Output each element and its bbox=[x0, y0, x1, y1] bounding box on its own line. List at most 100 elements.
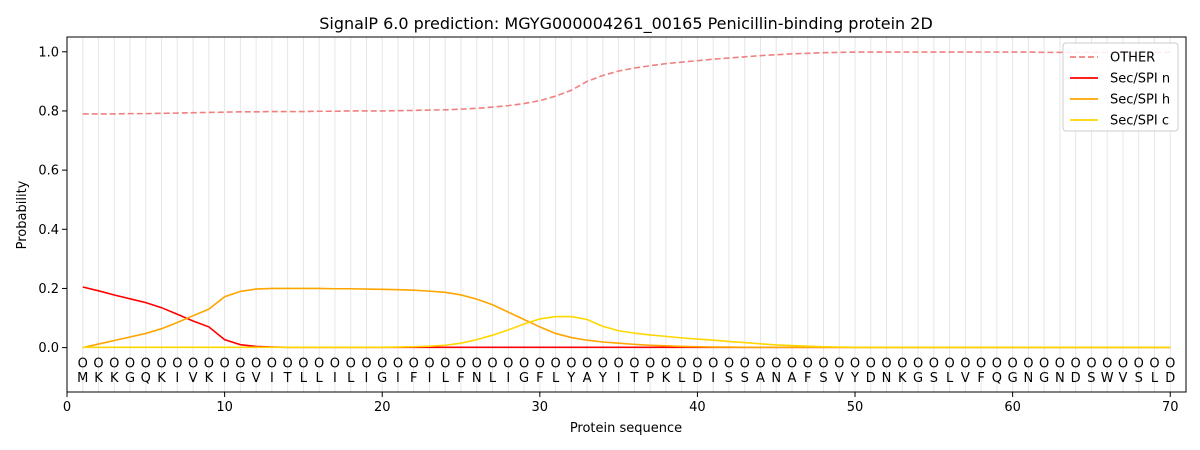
position-marker: O bbox=[881, 356, 891, 371]
position-marker: O bbox=[377, 356, 387, 371]
residue-label: Y bbox=[598, 371, 607, 386]
residue-label: L bbox=[678, 371, 686, 386]
position-marker: O bbox=[661, 356, 671, 371]
position-marker: O bbox=[944, 356, 954, 371]
position-marker: O bbox=[960, 356, 970, 371]
residue-label: L bbox=[1151, 371, 1159, 386]
position-marker: O bbox=[550, 356, 560, 371]
legend-label: OTHER bbox=[1110, 51, 1155, 66]
position-marker: O bbox=[1118, 356, 1128, 371]
residue-label: A bbox=[788, 371, 797, 386]
residue-label: S bbox=[930, 371, 938, 386]
position-marker: O bbox=[629, 356, 639, 371]
residue-label: I bbox=[506, 371, 510, 386]
x-tick-label: 70 bbox=[1162, 400, 1179, 415]
residue-label: N bbox=[1055, 371, 1065, 386]
position-marker: O bbox=[204, 356, 214, 371]
position-marker: O bbox=[976, 356, 986, 371]
position-marker: O bbox=[1165, 356, 1175, 371]
position-marker: O bbox=[803, 356, 813, 371]
position-marker: O bbox=[598, 356, 608, 371]
residue-label: S bbox=[1135, 371, 1143, 386]
position-marker: O bbox=[456, 356, 466, 371]
position-marker: O bbox=[1008, 356, 1018, 371]
position-marker: O bbox=[141, 356, 151, 371]
position-marker: O bbox=[219, 356, 229, 371]
position-marker: O bbox=[251, 356, 261, 371]
residue-label: K bbox=[205, 371, 214, 386]
legend-label: Sec/SPI n bbox=[1110, 72, 1170, 87]
residue-label: M bbox=[77, 371, 88, 386]
residue-label: P bbox=[646, 371, 654, 386]
residue-label: L bbox=[946, 371, 954, 386]
residue-label: G bbox=[377, 371, 387, 386]
position-marker: O bbox=[771, 356, 781, 371]
x-tick-label: 50 bbox=[847, 400, 864, 415]
residue-label: K bbox=[898, 371, 907, 386]
residue-label: T bbox=[629, 371, 638, 386]
position-marker: O bbox=[1102, 356, 1112, 371]
residue-label: K bbox=[662, 371, 671, 386]
position-marker: O bbox=[645, 356, 655, 371]
legend-box bbox=[1062, 42, 1179, 132]
position-marker: O bbox=[440, 356, 450, 371]
position-marker: O bbox=[93, 356, 103, 371]
series-line-sec-spi-c bbox=[82, 315, 1171, 349]
position-marker: O bbox=[487, 356, 497, 371]
plot-frame bbox=[66, 36, 1187, 393]
residue-label: L bbox=[552, 371, 560, 386]
residue-label: S bbox=[819, 371, 827, 386]
residue-label: N bbox=[882, 371, 892, 386]
x-tick-label: 10 bbox=[216, 400, 233, 415]
residue-label: D bbox=[866, 371, 876, 386]
legend-label: Sec/SPI c bbox=[1110, 114, 1169, 129]
residue-label: G bbox=[913, 371, 923, 386]
position-marker: O bbox=[393, 356, 403, 371]
x-tick-label: 40 bbox=[689, 400, 706, 415]
residue-label: I bbox=[396, 371, 400, 386]
residue-label: S bbox=[1087, 371, 1095, 386]
residue-label: V bbox=[189, 371, 198, 386]
residue-label: V bbox=[835, 371, 844, 386]
residue-label: K bbox=[157, 371, 166, 386]
position-marker: O bbox=[724, 356, 734, 371]
position-marker: O bbox=[503, 356, 513, 371]
x-tick-label: 20 bbox=[374, 400, 391, 415]
position-marker: O bbox=[298, 356, 308, 371]
residue-label: N bbox=[472, 371, 482, 386]
residue-label: I bbox=[428, 371, 432, 386]
residue-label: K bbox=[94, 371, 103, 386]
position-marker: O bbox=[929, 356, 939, 371]
position-marker: O bbox=[346, 356, 356, 371]
series-lines bbox=[82, 51, 1171, 349]
position-marker: O bbox=[692, 356, 702, 371]
residue-label: L bbox=[300, 371, 308, 386]
residue-label: I bbox=[333, 371, 337, 386]
position-marker: O bbox=[361, 356, 371, 371]
position-marker: O bbox=[188, 356, 198, 371]
position-marker: O bbox=[677, 356, 687, 371]
x-tick-label: 30 bbox=[532, 400, 549, 415]
y-tick-label: 1.0 bbox=[38, 45, 59, 60]
position-marker: O bbox=[472, 356, 482, 371]
position-marker: O bbox=[109, 356, 119, 371]
position-marker: O bbox=[834, 356, 844, 371]
position-marker: O bbox=[1149, 356, 1159, 371]
position-marker: O bbox=[992, 356, 1002, 371]
residue-label: Q bbox=[992, 371, 1002, 386]
residue-label: D bbox=[1165, 371, 1175, 386]
residue-label: I bbox=[365, 371, 369, 386]
position-marker: O bbox=[614, 356, 624, 371]
position-marker: O bbox=[866, 356, 876, 371]
residue-label: W bbox=[1101, 371, 1114, 386]
residue-label: V bbox=[961, 371, 970, 386]
position-marker: O bbox=[1055, 356, 1065, 371]
position-marker: O bbox=[1039, 356, 1049, 371]
residue-label: I bbox=[175, 371, 179, 386]
residue-label: I bbox=[617, 371, 621, 386]
position-marker: O bbox=[267, 356, 277, 371]
position-marker: O bbox=[172, 356, 182, 371]
residue-label: F bbox=[804, 371, 811, 386]
position-marker: O bbox=[850, 356, 860, 371]
position-marker: O bbox=[156, 356, 166, 371]
